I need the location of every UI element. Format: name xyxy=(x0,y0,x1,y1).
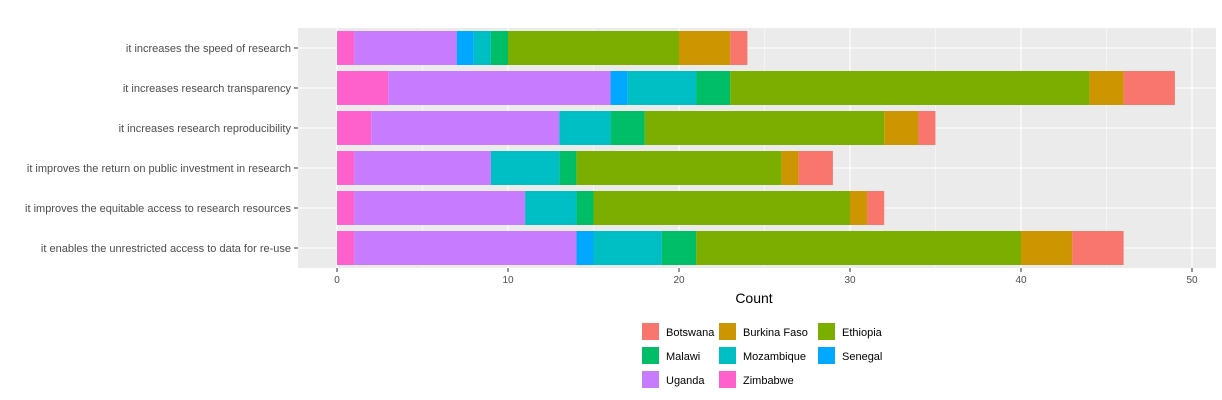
bar-segment-burkina-faso xyxy=(1089,71,1124,105)
bar-segment-burkina-faso xyxy=(781,151,799,185)
legend-label: Zimbabwe xyxy=(743,375,794,387)
bar-segment-uganda xyxy=(354,191,526,225)
bar-segment-zimbabwe xyxy=(337,111,372,145)
bar-segment-mozambique xyxy=(490,151,560,185)
bar-segment-zimbabwe xyxy=(337,191,355,225)
bar-segment-malawi xyxy=(610,111,645,145)
bar-segment-senegal xyxy=(610,71,628,105)
bar-segment-botswana xyxy=(867,191,885,225)
bar-segment-senegal xyxy=(576,231,594,265)
plot-panel xyxy=(298,28,1216,268)
legend-swatch-ethiopia xyxy=(818,323,835,340)
x-tick-labels: 0 10 20 30 40 50 xyxy=(334,268,1198,286)
category-label: it increases the speed of research xyxy=(126,43,291,55)
category-label: it increases research transparency xyxy=(123,83,292,95)
x-axis-title: Count xyxy=(735,290,772,306)
bar-segment-mozambique xyxy=(473,31,491,65)
legend-swatch-uganda xyxy=(642,371,659,388)
bar-segment-burkina-faso xyxy=(679,31,731,65)
x-tick-label: 10 xyxy=(502,275,514,286)
category-label: it improves the return on public investm… xyxy=(27,163,291,175)
bar-segment-uganda xyxy=(354,231,577,265)
x-tick-label: 0 xyxy=(334,275,340,286)
bar-segment-botswana xyxy=(1072,231,1124,265)
bar-segment-mozambique xyxy=(559,111,611,145)
bar-segment-senegal xyxy=(456,31,474,65)
legend-label: Botswana xyxy=(666,327,715,339)
bar-segment-botswana xyxy=(918,111,936,145)
bar-segment-malawi xyxy=(696,71,731,105)
bar-segment-malawi xyxy=(576,191,594,225)
category-labels: it increases the speed of research it inc… xyxy=(25,43,298,255)
legend-swatch-botswana xyxy=(642,323,659,340)
x-tick-label: 30 xyxy=(844,275,856,286)
legend-swatch-burkina-faso xyxy=(719,323,736,340)
legend-label: Burkina Faso xyxy=(743,327,808,339)
legend-label: Malawi xyxy=(666,351,700,363)
bar-segment-zimbabwe xyxy=(337,71,389,105)
bar-segment-uganda xyxy=(371,111,560,145)
bar-segment-ethiopia xyxy=(593,191,850,225)
bar-segment-botswana xyxy=(1123,71,1175,105)
legend: Botswana Burkina Faso Ethiopia Malawi Mozamb… xyxy=(642,323,883,388)
category-label: it increases research reproducibility xyxy=(119,123,292,135)
bar-segment-burkina-faso xyxy=(884,111,919,145)
bar-segment-ethiopia xyxy=(696,231,1021,265)
bar-segment-botswana xyxy=(730,31,748,65)
bar-segment-botswana xyxy=(798,151,833,185)
bar-segment-uganda xyxy=(354,31,457,65)
bar-segment-ethiopia xyxy=(508,31,679,65)
legend-swatch-mozambique xyxy=(719,347,736,364)
bar-segment-ethiopia xyxy=(730,71,1090,105)
category-label: it improves the equitable access to rese… xyxy=(25,203,291,215)
category-label: it enables the unrestricted access to da… xyxy=(41,243,291,255)
legend-label: Ethiopia xyxy=(842,327,883,339)
bar-segment-ethiopia xyxy=(576,151,782,185)
bar-stack-group xyxy=(337,31,1175,265)
bar-segment-malawi xyxy=(661,231,697,265)
legend-swatch-malawi xyxy=(642,347,659,364)
x-tick-label: 50 xyxy=(1186,275,1198,286)
legend-swatch-zimbabwe xyxy=(719,371,736,388)
x-tick-label: 20 xyxy=(673,275,685,286)
bar-segment-mozambique xyxy=(593,231,662,265)
bar-segment-uganda xyxy=(388,71,611,105)
legend-swatch-senegal xyxy=(818,347,835,364)
bar-segment-malawi xyxy=(490,31,508,65)
bar-segment-ethiopia xyxy=(644,111,885,145)
legend-label: Uganda xyxy=(666,375,705,387)
bar-segment-mozambique xyxy=(627,71,697,105)
bar-segment-mozambique xyxy=(525,191,577,225)
bar-segment-zimbabwe xyxy=(337,31,355,65)
legend-label: Senegal xyxy=(842,351,882,363)
bar-segment-malawi xyxy=(559,151,577,185)
bar-segment-zimbabwe xyxy=(337,231,355,265)
legend-label: Mozambique xyxy=(743,351,806,363)
bar-segment-uganda xyxy=(354,151,491,185)
x-tick-label: 40 xyxy=(1015,275,1027,286)
bar-segment-zimbabwe xyxy=(337,151,355,185)
bar-segment-burkina-faso xyxy=(1021,231,1073,265)
bar-segment-burkina-faso xyxy=(850,191,868,225)
